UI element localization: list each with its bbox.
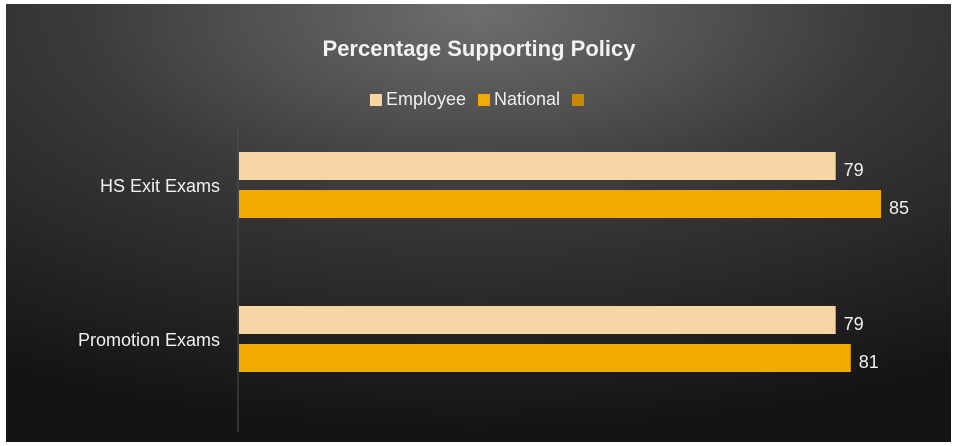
chart-background xyxy=(6,4,951,442)
bars-group xyxy=(239,152,881,372)
data-label: 81 xyxy=(859,352,879,372)
legend-item-national: National xyxy=(478,89,560,109)
category-label: Promotion Exams xyxy=(78,330,220,350)
data-label: 85 xyxy=(889,198,909,218)
legend: Employee National xyxy=(369,89,585,109)
bar-employee-2 xyxy=(239,306,836,334)
bar-national-2 xyxy=(239,344,851,372)
data-label: 79 xyxy=(844,314,864,334)
legend-swatch xyxy=(478,94,490,106)
bar-chart: Percentage Supporting Policy Employee Nat… xyxy=(6,4,951,442)
legend-item-employee: Employee xyxy=(369,89,466,109)
category-label: HS Exit Exams xyxy=(100,176,220,196)
legend-item-unnamed xyxy=(572,94,585,106)
chart-title: Percentage Supporting Policy xyxy=(323,36,637,61)
bar-national-1 xyxy=(239,190,881,218)
bar-employee-1 xyxy=(239,152,836,180)
legend-label: National xyxy=(494,89,560,109)
legend-label: Employee xyxy=(386,89,466,109)
legend-swatch xyxy=(572,94,585,106)
data-label: 79 xyxy=(844,160,864,180)
labels-group: HS Exit Exams 79 85 Promotion Exams 79 81 xyxy=(78,160,909,372)
legend-swatch xyxy=(369,94,382,106)
